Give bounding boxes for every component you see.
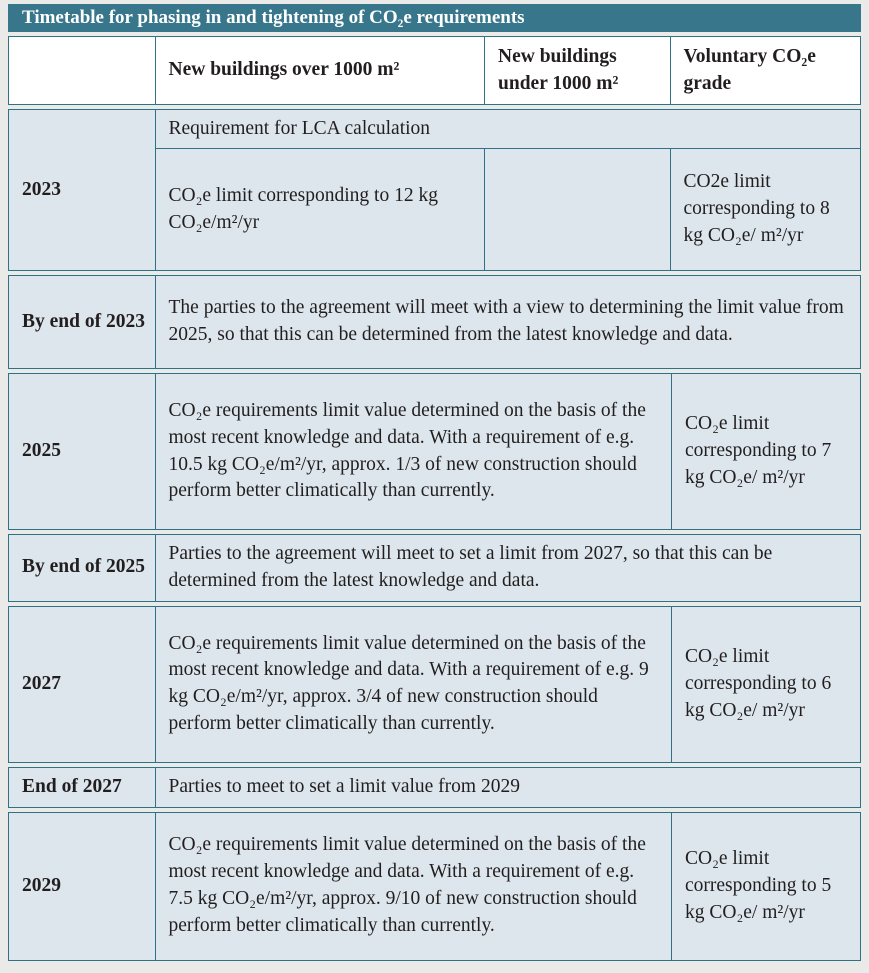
limit-cell-2025-voluntary: CO₂e limit corresponding to 7 kg CO₂e/ m…	[671, 373, 861, 530]
table-row-by-end-2023: By end of 2023 The parties to the agreem…	[8, 275, 861, 369]
table-row-2025: 2025 CO₂e requirements limit value deter…	[8, 373, 861, 530]
limit-cell-2023-voluntary: CO2e limit corresponding to 8 kg CO₂e/ m…	[669, 148, 861, 271]
table-row-2027: 2027 CO₂e requirements limit value deter…	[8, 605, 861, 763]
column-header-row: New buildings over 1000 m² New buildings…	[8, 36, 861, 105]
year-cell-end-of-2027: End of 2027	[8, 766, 156, 808]
year-cell-2025: 2025	[8, 373, 156, 530]
text-cell-by-end-2023: The parties to the agreement will meet w…	[154, 275, 861, 369]
year-cell-2023: 2023	[8, 109, 156, 271]
header-cell-corner	[8, 36, 156, 105]
requirement-cell-2025: CO₂e requirements limit value determined…	[154, 373, 673, 530]
limit-cell-2027-voluntary: CO₂e limit corresponding to 6 kg CO₂e/ m…	[671, 605, 861, 763]
table-row-2029: 2029 CO₂e requirements limit value deter…	[8, 811, 861, 961]
requirement-cell-2027: CO₂e requirements limit value determined…	[154, 605, 673, 763]
limit-cell-2029-voluntary: CO₂e limit corresponding to 5 kg CO₂e/ m…	[671, 811, 861, 961]
table-row-2023: 2023 Requirement for LCA calculation CO₂…	[8, 109, 861, 271]
year-cell-by-end-2023: By end of 2023	[8, 275, 156, 369]
limit-cell-2023-under-1000	[484, 148, 671, 271]
year-cell-2029: 2029	[8, 811, 156, 961]
lca-requirement-cell-2023: Requirement for LCA calculation	[154, 109, 861, 150]
text-cell-by-end-2025: Parties to the agreement will meet to se…	[154, 534, 861, 602]
header-cell-voluntary: Voluntary CO₂e grade	[669, 36, 861, 105]
table-title: Timetable for phasing in and tightening …	[22, 7, 525, 28]
table-row-end-of-2027: End of 2027 Parties to meet to set a lim…	[8, 766, 861, 808]
limit-cell-2023-over-1000: CO₂e limit corresponding to 12 kg CO₂e/m…	[154, 148, 486, 271]
year-cell-by-end-2025: By end of 2025	[8, 534, 156, 602]
year-cell-2027: 2027	[8, 605, 156, 763]
limits-subrow-2023: CO₂e limit corresponding to 12 kg CO₂e/m…	[154, 148, 861, 271]
header-cell-over-1000: New buildings over 1000 m²	[154, 36, 486, 105]
requirement-cell-2029: CO₂e requirements limit value determined…	[154, 811, 673, 961]
text-cell-end-of-2027: Parties to meet to set a limit value fro…	[154, 766, 861, 808]
content-group-2023: Requirement for LCA calculation CO₂e lim…	[154, 109, 861, 271]
table-title-bar: Timetable for phasing in and tightening …	[8, 4, 861, 32]
header-cell-under-1000: New buildings under 1000 m²	[484, 36, 671, 105]
table-row-by-end-2025: By end of 2025 Parties to the agreement …	[8, 534, 861, 602]
